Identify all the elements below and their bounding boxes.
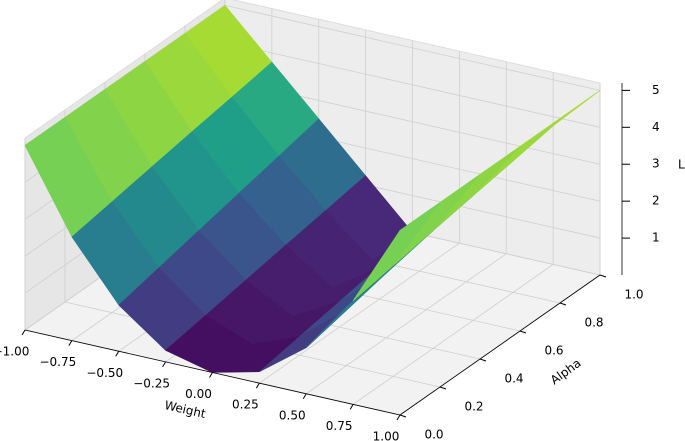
x-tick-label: −1.00	[0, 345, 29, 359]
y-tick-label: 0.0	[424, 428, 443, 441]
x-tick	[162, 361, 167, 368]
grid-line	[306, 253, 507, 395]
grid-line	[224, 4, 601, 91]
y-tick	[399, 414, 407, 418]
x-tick-label: −0.50	[86, 366, 123, 380]
x-tick	[115, 350, 120, 357]
y-tick-label: 0.2	[464, 400, 483, 414]
x-tick	[396, 414, 401, 421]
z-axis-label: L	[678, 158, 685, 172]
z-tick-label: 3	[652, 157, 660, 171]
y-tick	[559, 302, 567, 306]
x-tick-label: 0.25	[232, 398, 259, 412]
y-axis-label: Alpha	[548, 356, 584, 387]
surface	[24, 4, 601, 373]
x-tick	[302, 393, 307, 400]
x-tick-label: 0.00	[185, 387, 212, 401]
x-tick-label: 0.75	[326, 419, 353, 433]
y-tick-label: 1.0	[624, 288, 643, 302]
y-tick	[439, 386, 447, 390]
x-tick-label: −0.25	[133, 376, 170, 390]
axes: −1.00−0.75−0.50−0.250.000.250.500.751.00…	[0, 83, 660, 441]
x-tick	[68, 340, 73, 346]
x-axis-line	[24, 329, 401, 416]
x-tick-label: −0.75	[39, 355, 76, 369]
y-tick-label: 0.8	[584, 316, 603, 330]
z-tick-label: 1	[652, 231, 660, 245]
y-tick-label: 0.6	[544, 344, 563, 358]
grid-line	[259, 242, 460, 384]
y-tick	[599, 274, 607, 278]
z-tick-label: 2	[652, 194, 660, 208]
y-axis-line	[399, 274, 601, 416]
x-axis-label: Weight	[163, 398, 207, 421]
grid-line	[224, 41, 601, 128]
x-tick-label: 1.00	[373, 430, 400, 441]
z-tick-label: 4	[652, 120, 660, 134]
x-tick-label: 0.50	[279, 408, 306, 422]
y-tick-label: 0.4	[504, 372, 523, 386]
x-tick	[21, 329, 26, 336]
y-tick	[519, 330, 527, 334]
y-tick	[479, 358, 487, 362]
x-tick	[255, 382, 260, 389]
surface-patch	[352, 202, 441, 301]
z-tick-label: 5	[652, 83, 660, 97]
x-tick	[349, 404, 354, 410]
x-tick	[209, 372, 213, 378]
grid-line	[352, 264, 554, 405]
